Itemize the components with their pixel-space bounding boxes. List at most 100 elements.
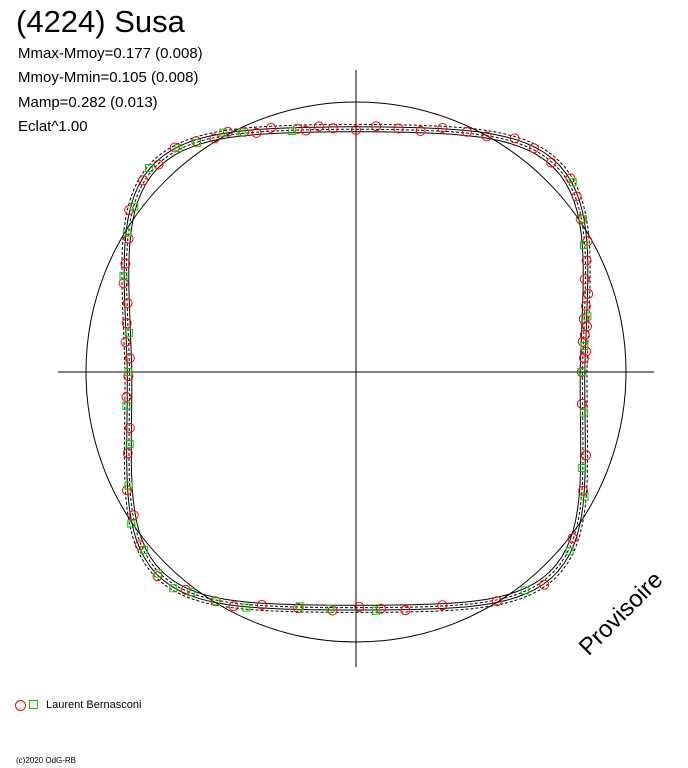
data-point-square — [326, 604, 335, 613]
data-point-square — [565, 547, 574, 556]
data-point-circle — [528, 143, 539, 154]
data-point-circle — [121, 391, 132, 402]
data-point-circle — [481, 131, 492, 142]
data-point-circle — [546, 157, 557, 168]
data-point-square — [237, 128, 246, 137]
data-point-circle — [120, 337, 131, 348]
data-point-circle — [293, 603, 303, 614]
data-point-square — [124, 481, 133, 490]
data-point-square — [287, 127, 296, 135]
data-point-circle — [313, 121, 324, 132]
data-point-circle — [571, 191, 582, 202]
markers-group — [118, 121, 594, 616]
data-point-square — [122, 401, 131, 410]
chart-title: (4224) Susa — [16, 4, 185, 39]
data-point-square — [174, 144, 183, 153]
data-point-circle — [393, 123, 404, 134]
data-point-circle — [576, 367, 587, 377]
lightcurve-envelope-1 — [126, 128, 586, 609]
data-point-circle — [122, 298, 133, 309]
data-point-circle — [124, 353, 135, 364]
data-point-circle — [121, 318, 132, 329]
data-point-square — [154, 569, 162, 578]
data-point-square — [192, 139, 201, 148]
data-point-circle — [251, 127, 262, 138]
data-point-circle — [375, 603, 386, 614]
data-point-circle — [118, 278, 129, 289]
data-point-square — [577, 368, 586, 376]
stat-mean-min: Mmoy-Mmin=0.105 (0.008) — [18, 69, 199, 86]
data-point-square — [580, 342, 589, 350]
data-point-circle — [577, 336, 588, 347]
stat-amplitude: Mamp=0.282 (0.013) — [18, 94, 158, 111]
data-point-square — [372, 606, 380, 615]
data-point-circle — [567, 533, 578, 544]
copyright: (c)2020 OdG-RB — [16, 756, 77, 765]
data-point-square — [583, 312, 592, 321]
data-point-square — [578, 464, 587, 472]
data-point-circle — [581, 450, 591, 461]
data-point-circle — [123, 233, 134, 244]
legend-label: Laurent Bernasconi — [46, 699, 142, 711]
data-point-circle — [292, 123, 303, 134]
data-point-square — [295, 602, 304, 611]
data-point-square — [119, 272, 128, 281]
axes-group — [58, 70, 654, 667]
data-point-circle — [122, 485, 132, 496]
data-point-square — [130, 202, 139, 211]
data-point-circle — [492, 596, 502, 607]
data-point-square — [242, 603, 251, 612]
data-point-circle — [579, 274, 590, 285]
data-point-circle — [539, 579, 550, 590]
data-point-circle — [153, 159, 164, 170]
data-point-circle — [327, 605, 338, 616]
data-point-circle — [583, 288, 594, 299]
data-point-circle — [328, 123, 338, 134]
lightcurve-envelope-2 — [123, 126, 589, 611]
data-point-square — [125, 440, 134, 449]
data-point-circle — [134, 540, 145, 551]
data-point-circle — [123, 371, 134, 381]
data-point-circle — [400, 605, 411, 616]
data-point-circle — [437, 123, 448, 133]
data-point-circle — [180, 584, 191, 595]
data-point-circle — [509, 133, 520, 144]
data-point-circle — [575, 214, 586, 225]
data-point-circle — [576, 398, 587, 409]
data-point-circle — [239, 127, 250, 137]
data-point-circle — [581, 301, 591, 312]
data-point-circle — [351, 125, 361, 135]
data-point-circle — [581, 346, 592, 357]
reference-circle — [85, 101, 627, 643]
data-point-square — [169, 584, 178, 593]
data-point-circle — [354, 601, 365, 612]
data-point-circle — [124, 423, 135, 433]
data-point-circle — [122, 448, 133, 459]
data-point-circle — [581, 255, 592, 266]
data-point-circle — [437, 600, 448, 611]
data-point-square — [520, 586, 529, 595]
data-point-circle — [222, 126, 233, 137]
data-point-square — [580, 241, 588, 250]
data-point-circle — [415, 126, 426, 136]
data-point-square — [579, 408, 588, 417]
data-point-circle — [138, 175, 149, 186]
data-point-square — [145, 164, 154, 172]
data-point-square — [219, 128, 228, 137]
data-point-square — [123, 228, 132, 237]
data-point-circle — [228, 601, 239, 612]
legend-circle-marker — [15, 700, 26, 711]
stat-max-mean: Mmax-Mmoy=0.177 (0.008) — [18, 45, 203, 62]
data-point-circle — [371, 121, 382, 132]
data-point-square — [127, 519, 136, 528]
data-point-square — [140, 545, 149, 554]
data-point-square — [212, 597, 220, 606]
data-point-square — [124, 368, 133, 376]
stat-eclat: Eclat^1.00 — [18, 118, 88, 135]
legend-square-marker — [29, 700, 38, 709]
data-point-circle — [578, 485, 589, 496]
data-point-square — [568, 178, 577, 187]
data-point-square — [124, 328, 133, 337]
lightcurve-envelope-3 — [121, 123, 591, 613]
